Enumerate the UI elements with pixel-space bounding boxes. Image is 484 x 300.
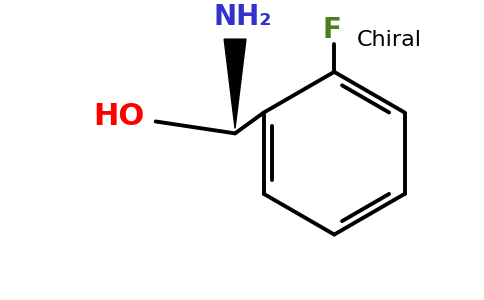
Polygon shape [224,39,246,128]
Text: F: F [323,16,342,44]
Text: NH₂: NH₂ [214,3,272,31]
Text: HO: HO [93,102,145,131]
Text: Chiral: Chiral [356,30,421,50]
